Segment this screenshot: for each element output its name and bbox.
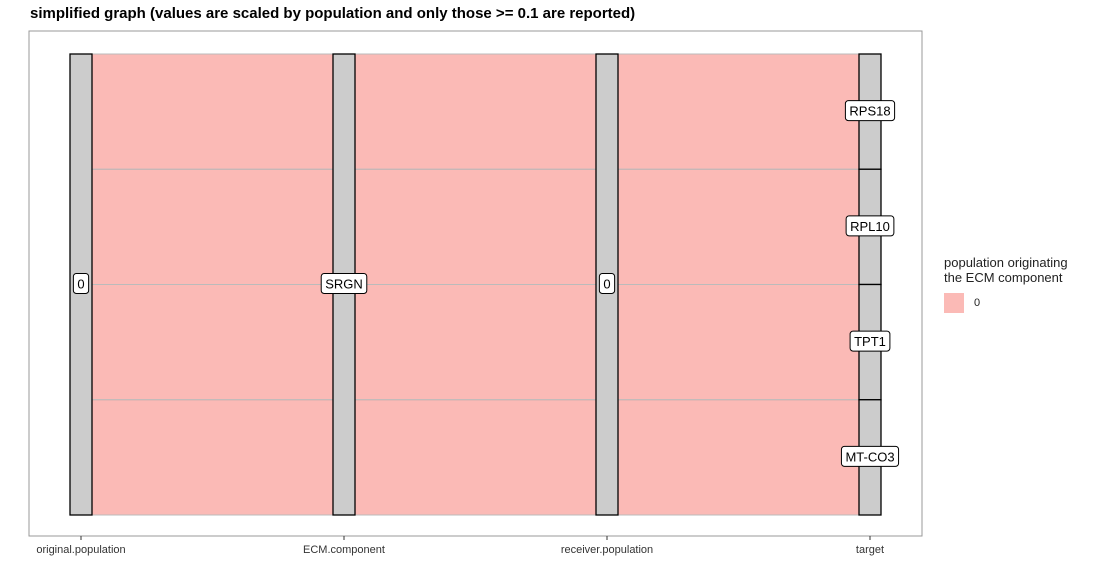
x-tick-label: target [856,544,884,556]
stratum-label: RPL10 [850,219,890,234]
stratum-label: SRGN [325,277,363,292]
stratum-label: RPS18 [849,104,890,119]
flow-ribbon [91,399,334,516]
stratum-label-box [598,273,616,294]
legend: population originating the ECM component… [944,255,1068,313]
flow-ribbon [91,168,334,285]
legend-title: population originating the ECM component [944,255,1068,285]
x-axis: original.population ECM.component receiver… [36,536,884,556]
stratum-label-box [844,100,896,122]
x-tick-label: original.population [36,544,125,556]
stratum-label: 0 [77,277,84,292]
labels-layer: 0 SRGN 0 RPS18 RPL10 TPT1 MT-CO3 [72,100,900,467]
flow-ribbon [617,168,860,285]
chart-title: simplified graph (values are scaled by p… [30,5,636,22]
legend-item: 0 [944,293,1068,313]
flow-ribbon [617,53,860,170]
stratum-label-box [72,273,90,294]
flow-ribbon [91,53,334,170]
flow-ribbon [617,399,860,516]
stratum-label: TPT1 [854,334,886,349]
flow-ribbon [354,284,597,401]
stratum-label-box [840,445,900,467]
stratum-label: 0 [603,277,610,292]
stratum-label-box [849,330,891,352]
stratum-label: MT-CO3 [845,449,894,464]
flow-ribbon [354,399,597,516]
legend-item-label: 0 [974,297,981,309]
flow-ribbon [354,53,597,170]
flow-ribbon [91,284,334,401]
legend-swatch [944,293,964,313]
x-tick-label: receiver.population [561,544,653,556]
flows-layer [91,53,860,516]
stratum-label-box [320,273,368,294]
x-tick-label: ECM.component [303,544,385,556]
flow-ribbon [617,284,860,401]
flow-ribbon [354,168,597,285]
stratum-label-box [845,215,895,237]
